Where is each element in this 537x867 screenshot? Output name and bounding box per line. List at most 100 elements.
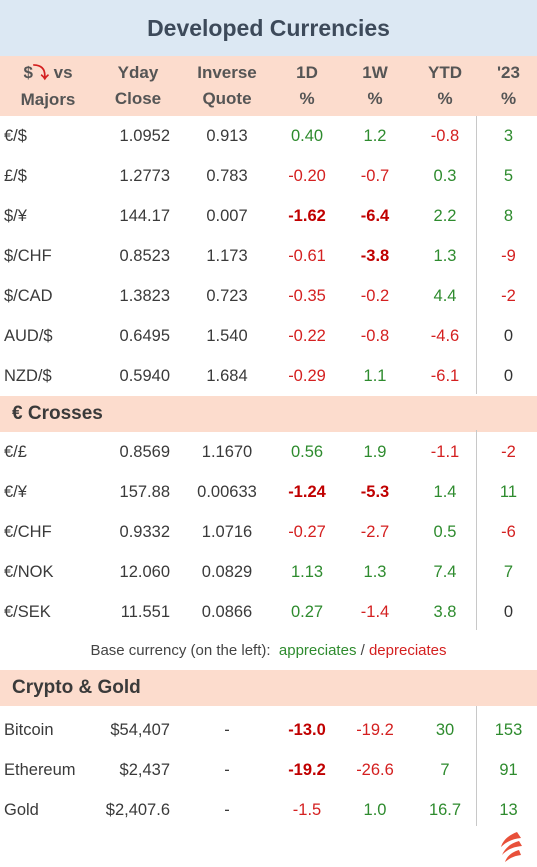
table-row: AUD/$ 0.6495 1.540 -0.22 -0.8 -4.6 0 bbox=[0, 316, 537, 356]
change-2023: 0 bbox=[503, 326, 514, 345]
table-row: Bitcoin $54,407 - -13.0 -19.2 30 153 bbox=[0, 710, 537, 750]
pair-label: Ethereum bbox=[4, 760, 76, 779]
pair-label: €/SEK bbox=[4, 602, 51, 621]
change-2023: 0 bbox=[503, 602, 514, 621]
header-inverse-a: Inverse bbox=[197, 63, 257, 82]
inverse-value: 1.0716 bbox=[201, 522, 253, 541]
change-1w: -0.2 bbox=[360, 286, 390, 305]
pair-label: Gold bbox=[4, 800, 39, 819]
close-value: 11.551 bbox=[120, 602, 170, 621]
change-2023: 11 bbox=[499, 482, 518, 501]
inverse-value: 0.0866 bbox=[201, 602, 253, 621]
change-ytd: 1.4 bbox=[433, 482, 457, 501]
close-value: 0.9332 bbox=[119, 522, 170, 541]
change-1d: -0.61 bbox=[288, 246, 326, 265]
header-vs: vs bbox=[48, 62, 73, 82]
change-1w: 1.9 bbox=[363, 442, 387, 461]
header-majors: Majors bbox=[20, 89, 76, 109]
table-row: Gold $2,407.6 - -1.5 1.0 16.7 13 bbox=[0, 790, 537, 830]
close-value: 0.5940 bbox=[119, 366, 170, 385]
change-1w: -0.8 bbox=[360, 326, 390, 345]
pair-label: $/¥ bbox=[4, 206, 27, 225]
change-1d: -1.62 bbox=[288, 206, 326, 225]
column-divider bbox=[476, 430, 477, 630]
table-row: £/$ 1.2773 0.783 -0.20 -0.7 0.3 5 bbox=[0, 156, 537, 196]
change-1w: -0.7 bbox=[360, 166, 390, 185]
header-23: '23% bbox=[480, 56, 537, 116]
close-value: $54,407 bbox=[110, 720, 170, 739]
close-value: 0.6495 bbox=[119, 326, 170, 345]
change-2023: -6 bbox=[501, 522, 516, 541]
close-value: 1.3823 bbox=[119, 286, 170, 305]
change-2023: 0 bbox=[503, 366, 514, 385]
table-row: NZD/$ 0.5940 1.684 -0.29 1.1 -6.1 0 bbox=[0, 356, 537, 396]
close-value: 144.17 bbox=[119, 206, 170, 225]
change-1d: -0.35 bbox=[288, 286, 326, 305]
close-value: 0.8569 bbox=[119, 442, 170, 461]
flame-logo-icon bbox=[501, 832, 522, 862]
change-1d: -1.5 bbox=[292, 800, 322, 819]
header-1d: 1D% bbox=[274, 56, 340, 116]
header-23-b: % bbox=[500, 89, 517, 108]
change-1d: -0.22 bbox=[288, 326, 326, 345]
header-close-b: Close bbox=[114, 89, 162, 108]
change-1d: 0.40 bbox=[290, 126, 324, 145]
header-close-a: Yday bbox=[117, 63, 159, 82]
pair-label: £/$ bbox=[4, 166, 27, 185]
pair-label: €/£ bbox=[4, 442, 27, 461]
crypto-table: Bitcoin $54,407 - -13.0 -19.2 30 153 Ethereum $2… bbox=[0, 710, 537, 830]
change-2023: 153 bbox=[494, 720, 523, 739]
change-ytd: 1.3 bbox=[433, 246, 457, 265]
close-value: 157.88 bbox=[119, 482, 170, 501]
table-row: $/CHF 0.8523 1.173 -0.61 -3.8 1.3 -9 bbox=[0, 236, 537, 276]
inverse-value: 1.684 bbox=[206, 366, 248, 385]
table-row: €/SEK 11.551 0.0866 0.27 -1.4 3.8 0 bbox=[0, 592, 537, 632]
change-1d: 1.13 bbox=[290, 562, 324, 581]
change-ytd: 2.2 bbox=[433, 206, 457, 225]
change-ytd: 16.7 bbox=[428, 800, 462, 819]
change-ytd: 3.8 bbox=[433, 602, 457, 621]
change-1d: 0.27 bbox=[290, 602, 324, 621]
pair-label: Bitcoin bbox=[4, 720, 54, 739]
header-close: Yday Close bbox=[96, 56, 180, 116]
change-2023: 3 bbox=[503, 126, 514, 145]
inverse-value: 0.913 bbox=[206, 126, 248, 145]
header-1w-b: % bbox=[367, 89, 383, 108]
inverse-value: - bbox=[224, 760, 230, 779]
change-1d: -19.2 bbox=[288, 760, 326, 779]
legend-slash: / bbox=[356, 642, 369, 659]
pair-label: €/$ bbox=[4, 126, 27, 145]
header-dollar: $ bbox=[23, 62, 33, 82]
crypto-section-title: Crypto & Gold bbox=[0, 670, 537, 706]
pair-label: €/¥ bbox=[4, 482, 27, 501]
table-row: €/¥ 157.88 0.00633 -1.24 -5.3 1.4 11 bbox=[0, 472, 537, 512]
change-ytd: -1.1 bbox=[430, 442, 460, 461]
change-1d: -13.0 bbox=[288, 720, 326, 739]
header-ytd-a: YTD bbox=[428, 63, 462, 82]
change-1w: -26.6 bbox=[356, 760, 394, 779]
crosses-section-title: € Crosses bbox=[0, 396, 537, 432]
pair-label: $/CHF bbox=[4, 246, 52, 265]
change-1w: 1.1 bbox=[363, 366, 387, 385]
change-1w: -1.4 bbox=[360, 602, 390, 621]
close-value: $2,407.6 bbox=[105, 800, 170, 819]
table-row: €/CHF 0.9332 1.0716 -0.27 -2.7 0.5 -6 bbox=[0, 512, 537, 552]
pair-label: €/CHF bbox=[4, 522, 52, 541]
change-2023: -9 bbox=[501, 246, 516, 265]
change-2023: -2 bbox=[501, 286, 516, 305]
change-ytd: 0.5 bbox=[433, 522, 457, 541]
pair-label: AUD/$ bbox=[4, 326, 53, 345]
change-1w: 1.0 bbox=[363, 800, 387, 819]
inverse-value: 0.723 bbox=[206, 286, 248, 305]
header-ytd: YTD% bbox=[410, 56, 480, 116]
header-ytd-b: % bbox=[437, 89, 453, 108]
change-1d: 0.56 bbox=[290, 442, 324, 461]
change-ytd: -4.6 bbox=[430, 326, 460, 345]
table-row: Ethereum $2,437 - -19.2 -26.6 7 91 bbox=[0, 750, 537, 790]
change-1d: -1.24 bbox=[288, 482, 326, 501]
change-2023: -2 bbox=[501, 442, 516, 461]
inverse-value: 0.0829 bbox=[201, 562, 253, 581]
inverse-value: 0.00633 bbox=[197, 482, 257, 501]
header-pair: $⤵ vs Majors bbox=[0, 56, 96, 116]
legend-prefix: Base currency (on the left): bbox=[90, 642, 271, 659]
